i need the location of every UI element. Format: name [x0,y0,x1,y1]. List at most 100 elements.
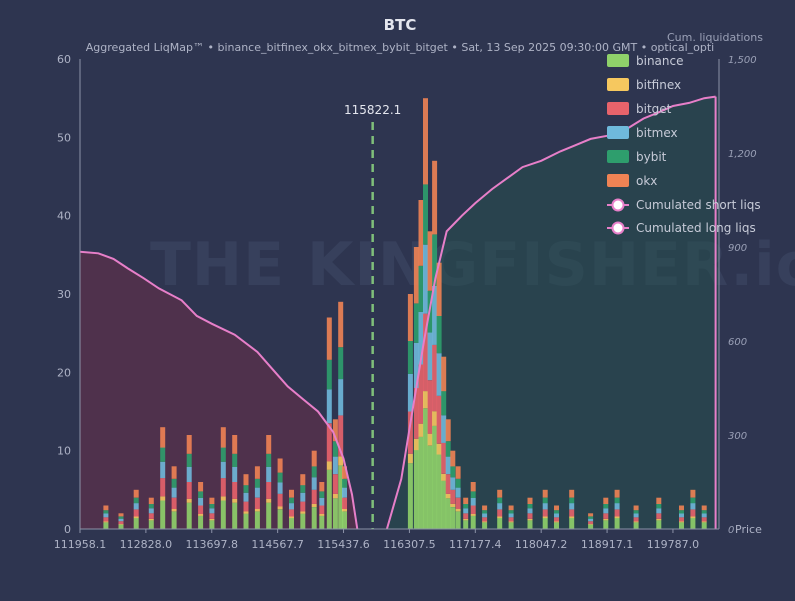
bar-segment-okx [554,505,559,511]
bar-segment-bitmex [326,389,332,424]
bar-segment-bitmex [209,508,215,514]
bar-segment-bybit [220,447,226,462]
bar-segment-bitmex [690,503,696,510]
bar-segment-binance [418,436,424,529]
bar-segment-bitmex [508,513,514,518]
bar-group [160,427,166,529]
legend-item-bybit: bybit [607,150,667,164]
x-tick-label: 111958.1 [54,538,107,551]
bar-segment-bitmex [319,498,325,506]
bar-segment-bitmex [603,508,609,514]
liquidation-bars [103,98,707,529]
bar-segment-okx [171,466,177,479]
bar-segment-bitmex [289,503,294,510]
bar-group [148,497,154,529]
bar-segment-binance [171,511,177,529]
bar-segment-okx [277,458,283,473]
bar-segment-binance [209,520,215,529]
bar-segment-okx [326,317,332,360]
x-tick-labels: 111958.1 112828.0 113697.8 114567.7 115437.6… [54,529,699,551]
bar-segment-okx [569,489,575,498]
bar-segment-bybit [198,491,204,498]
bar-segment-binance [160,500,166,529]
bar-segment-bitmex [569,503,575,510]
watermark: THE KINGFISHER.io [150,230,795,300]
bar-segment-bitmex [232,467,238,482]
bar-segment-bitmex [482,513,488,518]
bar-segment-bybit [289,497,294,504]
y2-tick-label: 600 [728,337,747,348]
y2-tick-labels: 0 300 600 900 1,200 1,500 [728,55,757,536]
bar-segment-bitget [455,497,461,509]
bar-segment-bitfinex [103,521,109,523]
bar-segment-bybit [243,485,249,493]
legend-label: bybit [636,150,667,164]
bar-group [436,262,442,529]
bar-segment-bitmex [277,482,283,494]
bar-segment-bybit [171,478,177,488]
bar-segment-bitget [679,517,684,522]
bar-segment-bybit [423,184,428,245]
bar-segment-binance [220,500,226,529]
bar-segment-bitmex [148,508,154,514]
bar-segment-binance [679,522,684,529]
bar-segment-okx [432,160,438,235]
bar-segment-binance [656,520,662,529]
bar-segment-bybit [436,315,442,354]
bar-segment-bitmex [311,477,317,490]
bar-segment-bitmex [118,518,124,522]
bar-group [243,474,249,529]
y2-tick-label: 900 [728,243,747,254]
bar-segment-bitfinex [254,508,260,512]
bar-segment-bybit [463,503,469,509]
bar-segment-bitmex [418,311,424,365]
bar-segment-bitfinex [701,521,707,523]
bar-group [455,466,461,529]
bar-segment-okx [407,294,413,341]
y-tick-label: 40 [57,210,71,223]
bar-segment-okx [633,505,639,511]
bar-segment-bitmex [679,513,684,518]
bar-segment-bybit [342,478,347,488]
bar-group [588,513,594,529]
bar-segment-bitget [413,388,419,439]
bar-segment-binance [588,524,594,529]
bar-segment-binance [232,502,238,529]
bar-segment-bybit [118,516,124,519]
bar-segment-bitfinex [497,516,503,519]
bar-segment-bitget [614,509,620,517]
bar-segment-bitmex [133,503,139,510]
bar-segment-okx [209,497,215,504]
bar-segment-bitfinex [407,453,413,464]
bar-segment-binance [277,509,283,529]
bar-segment-okx [266,435,272,454]
bar-segment-okx [436,262,442,316]
bar-segment-okx [198,482,204,492]
bar-segment-bitget [701,517,707,522]
bar-segment-bitget [542,509,548,517]
bar-segment-bitget [470,505,476,514]
bar-segment-bybit [679,510,684,514]
bar-segment-bitfinex [418,423,424,437]
bar-segment-bybit [603,503,609,509]
bar-segment-binance [148,520,154,529]
bar-segment-bitfinex [198,514,204,516]
bar-group [482,505,488,529]
bar-segment-bitfinex [243,511,249,514]
bar-segment-bitget [482,517,488,522]
legend-swatch [607,78,629,91]
bar-group [407,294,413,529]
bar-group [679,505,684,529]
bar-segment-bitmex [432,286,438,345]
bar-segment-bitfinex [300,511,306,514]
bar-group [508,505,514,529]
bar-segment-bybit [497,497,503,504]
x-tick-label: 114567.7 [251,538,304,551]
bar-segment-okx [470,482,476,492]
bar-segment-bitfinex [266,498,272,503]
legend-swatch [607,174,629,187]
bar-segment-bitmex [445,456,451,475]
bar-segment-bitfinex [311,503,317,507]
bar-segment-bybit [482,510,488,514]
cumulative-lines [79,95,717,530]
